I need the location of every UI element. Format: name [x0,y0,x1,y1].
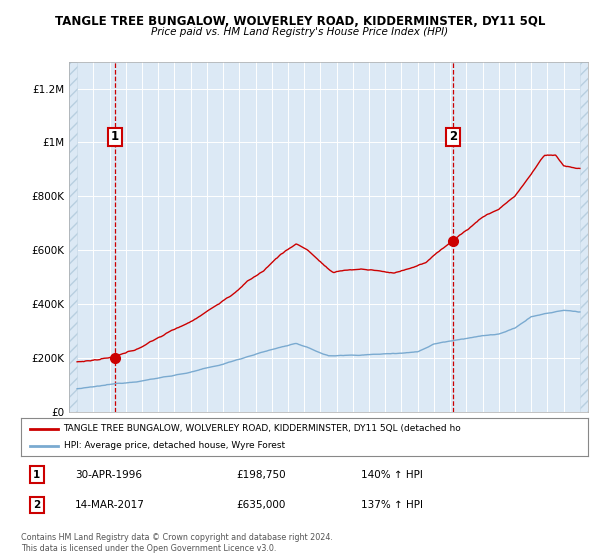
Text: Price paid vs. HM Land Registry's House Price Index (HPI): Price paid vs. HM Land Registry's House … [151,27,449,37]
Text: HPI: Average price, detached house, Wyre Forest: HPI: Average price, detached house, Wyre… [64,441,284,450]
Text: £635,000: £635,000 [236,500,286,510]
Text: 14-MAR-2017: 14-MAR-2017 [75,500,145,510]
Bar [580,62,588,412]
Text: TANGLE TREE BUNGALOW, WOLVERLEY ROAD, KIDDERMINSTER, DY11 5QL (detached ho: TANGLE TREE BUNGALOW, WOLVERLEY ROAD, KI… [64,424,461,433]
Text: 140% ↑ HPI: 140% ↑ HPI [361,470,423,479]
Text: 1: 1 [111,130,119,143]
Text: 137% ↑ HPI: 137% ↑ HPI [361,500,423,510]
Text: 30-APR-1996: 30-APR-1996 [75,470,142,479]
Bar [69,62,77,412]
Text: TANGLE TREE BUNGALOW, WOLVERLEY ROAD, KIDDERMINSTER, DY11 5QL: TANGLE TREE BUNGALOW, WOLVERLEY ROAD, KI… [55,15,545,28]
Text: £198,750: £198,750 [236,470,286,479]
Text: 2: 2 [33,500,41,510]
Text: 1: 1 [33,470,41,479]
Text: Contains HM Land Registry data © Crown copyright and database right 2024.
This d: Contains HM Land Registry data © Crown c… [21,533,333,553]
Text: 2: 2 [449,130,457,143]
